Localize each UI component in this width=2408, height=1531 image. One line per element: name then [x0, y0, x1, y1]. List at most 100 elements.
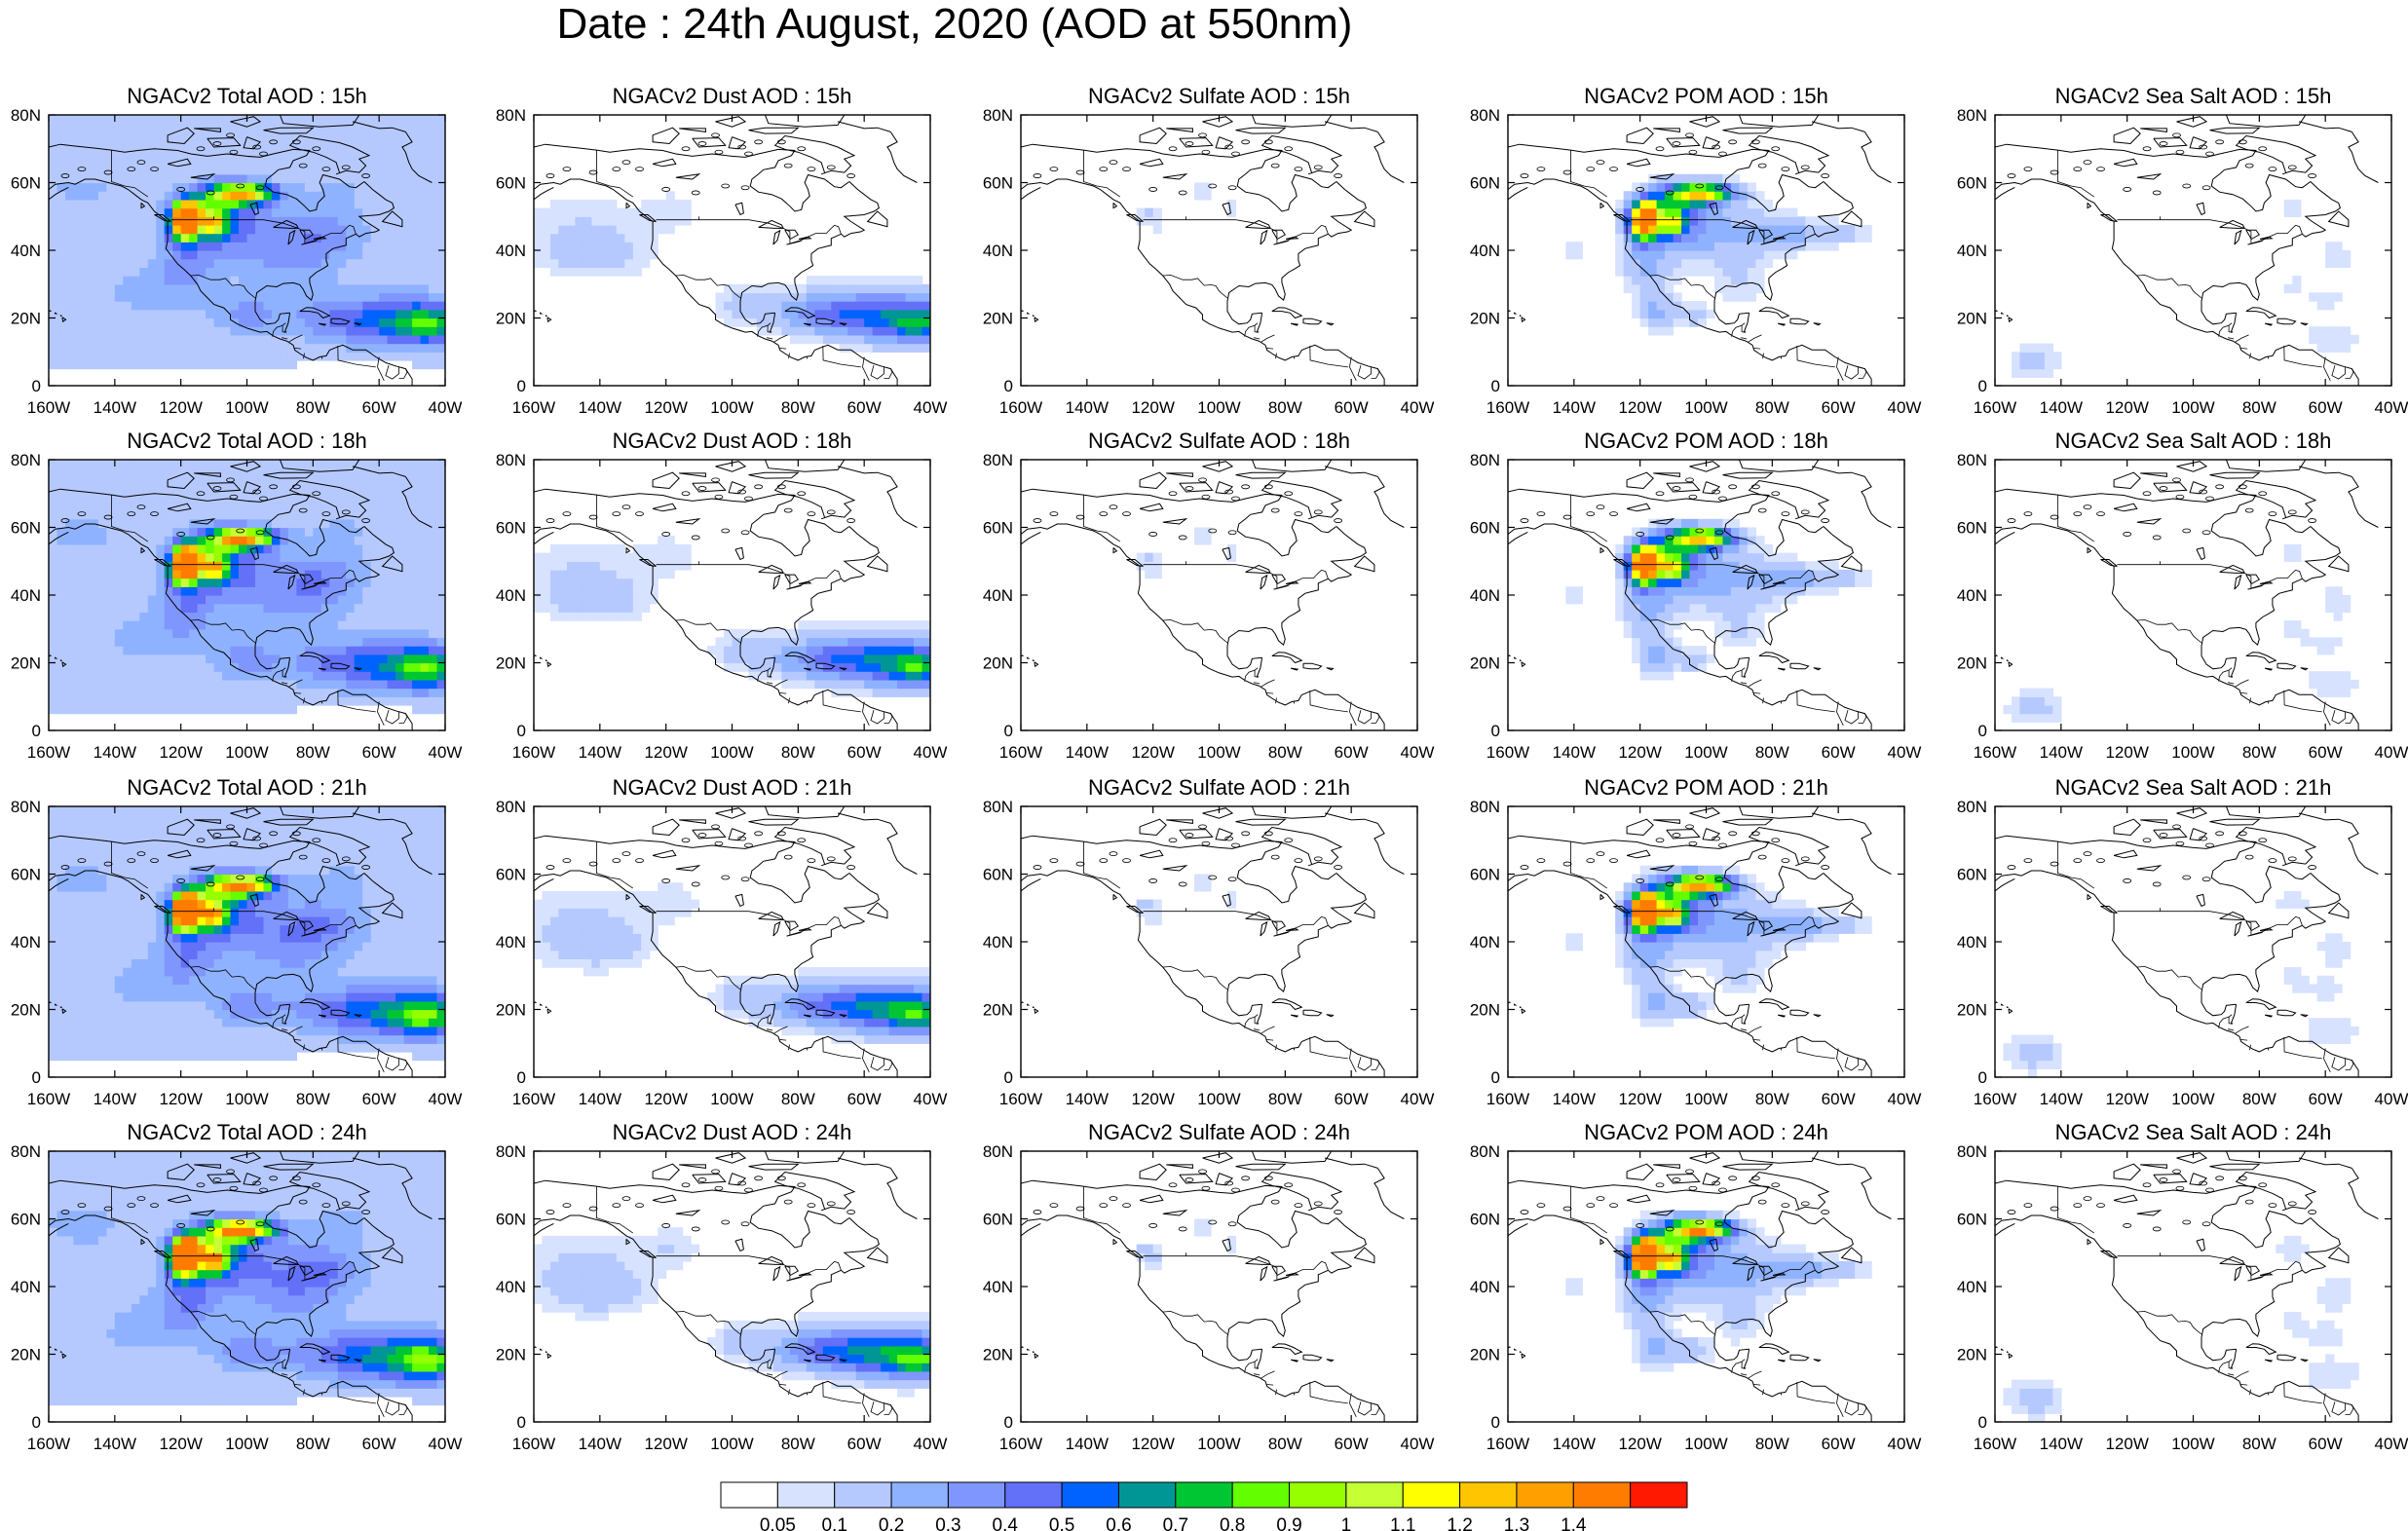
aod-shading [534, 536, 930, 697]
panel-title: NGACv2 Total AOD : 18h [127, 429, 367, 453]
x-tick-label: 120W [1618, 1435, 1661, 1453]
colorbar-label: 0.4 [993, 1515, 1019, 1531]
x-tick-label: 140W [579, 743, 621, 762]
aod-shading [1565, 1210, 1872, 1372]
x-tick-label: 60W [362, 1435, 396, 1453]
y-tick-label: 20N [496, 1001, 526, 1020]
x-tick-label: 120W [2105, 1435, 2148, 1453]
map-panel-sulfate-1: NGACv2 Sulfate AOD : 18h 160W 140W 120W 100W… [983, 429, 1435, 762]
x-tick-label: 120W [1618, 1090, 1661, 1108]
map-panel-dust-1: NGACv2 Dust AOD : 18h 160W 140W 120W 100W 80W… [496, 429, 948, 762]
panel-title: NGACv2 POM AOD : 18h [1584, 429, 1828, 453]
y-tick-label: 80N [1470, 106, 1500, 125]
x-tick-label: 140W [1553, 1090, 1596, 1108]
y-tick-label: 40N [983, 1278, 1013, 1296]
x-tick-label: 100W [1684, 743, 1727, 762]
y-tick-label: 0 [1978, 722, 1987, 740]
panel-title: NGACv2 Sea Salt AOD : 15h [2055, 84, 2332, 108]
x-tick-label: 160W [512, 1090, 555, 1108]
x-tick-label: 40W [1888, 1435, 1922, 1453]
x-tick-label: 100W [1197, 398, 1240, 417]
colorbar-swatch [1117, 1481, 1177, 1509]
x-tick-label: 80W [2242, 398, 2276, 417]
colorbar-swatch [1572, 1481, 1632, 1509]
colorbar-label: 1.2 [1447, 1515, 1472, 1531]
colorbar-swatch [834, 1481, 892, 1509]
aod-shading [1136, 527, 1237, 579]
x-tick-label: 120W [2105, 398, 2148, 417]
x-tick-label: 140W [94, 1090, 136, 1108]
coastlines [1021, 115, 1417, 386]
x-tick-label: 160W [1974, 398, 2016, 417]
coastlines [1995, 460, 2391, 730]
colorbar-label: 0.6 [1106, 1515, 1131, 1531]
y-tick-label: 40N [496, 933, 526, 952]
y-tick-label: 80N [1957, 106, 1987, 125]
panel-title: NGACv2 Sulfate AOD : 18h [1088, 429, 1350, 453]
x-tick-label: 100W [710, 743, 753, 762]
y-tick-label: 60N [1957, 866, 1987, 884]
panel-title: NGACv2 Sea Salt AOD : 18h [2055, 429, 2332, 453]
map-frame [1020, 1150, 1418, 1423]
y-tick-label: 60N [1957, 519, 1987, 538]
x-tick-label: 100W [2171, 743, 2214, 762]
x-tick-label: 120W [644, 398, 687, 417]
y-tick-label: 60N [1470, 1211, 1500, 1229]
y-tick-label: 80N [11, 1142, 41, 1161]
x-tick-label: 100W [1197, 1435, 1240, 1453]
x-tick-label: 140W [1066, 1435, 1109, 1453]
y-tick-label: 40N [1957, 933, 1987, 952]
colorbar-label: 1.1 [1390, 1515, 1415, 1531]
x-tick-label: 100W [225, 743, 268, 762]
x-tick-label: 60W [1822, 1435, 1856, 1453]
y-tick-label: 80N [983, 106, 1013, 125]
x-tick-label: 80W [781, 743, 815, 762]
y-tick-label: 0 [1491, 722, 1500, 740]
y-tick-label: 0 [1978, 1068, 1987, 1087]
x-tick-label: 100W [1684, 1435, 1727, 1453]
y-tick-label: 60N [11, 519, 41, 538]
colorbar-label: 0.8 [1220, 1515, 1245, 1531]
y-tick-label: 20N [983, 654, 1013, 673]
map-panel-seasalt-0: NGACv2 Sea Salt AOD : 15h 160W 140W 120W 100… [1957, 84, 2408, 417]
x-tick-label: 140W [1066, 398, 1109, 417]
y-tick-label: 0 [517, 377, 526, 395]
x-tick-label: 100W [225, 1090, 268, 1108]
x-tick-label: 100W [1197, 1090, 1240, 1108]
colorbar-swatch [947, 1481, 1006, 1509]
x-tick-label: 100W [710, 1090, 753, 1108]
map-panel-pom-1: NGACv2 POM AOD : 18h 160W 140W 120W 100W 80W 6… [1470, 429, 1922, 762]
x-tick-label: 40W [2375, 1090, 2408, 1108]
x-tick-label: 60W [1822, 1090, 1856, 1108]
y-tick-label: 80N [983, 798, 1013, 816]
coastlines [1508, 806, 1904, 1077]
map-panel-sulfate-0: NGACv2 Sulfate AOD : 15h 160W 140W 120W 100W… [983, 84, 1435, 417]
x-tick-label: 160W [27, 1435, 70, 1453]
map-frame [1020, 805, 1418, 1078]
y-tick-label: 40N [983, 242, 1013, 260]
x-tick-label: 60W [2309, 1090, 2343, 1108]
x-tick-label: 80W [2242, 1435, 2276, 1453]
y-tick-label: 0 [1004, 1068, 1013, 1087]
y-tick-label: 40N [496, 1278, 526, 1296]
panel-title: NGACv2 Dust AOD : 24h [613, 1120, 852, 1144]
panel-title: NGACv2 POM AOD : 24h [1584, 1120, 1828, 1144]
y-tick-label: 0 [32, 377, 41, 395]
colorbar-swatch [1402, 1481, 1461, 1509]
map-panel-total-2: NGACv2 Total AOD : 21h 160W 140W 120W 100W 80… [11, 775, 463, 1108]
x-tick-label: 160W [999, 743, 1042, 762]
x-tick-label: 120W [2105, 1090, 2148, 1108]
y-tick-label: 40N [496, 586, 526, 605]
x-tick-label: 140W [2040, 743, 2083, 762]
coastlines [1508, 460, 1904, 730]
y-tick-label: 40N [1957, 1278, 1987, 1296]
colorbar-swatch [1175, 1481, 1233, 1509]
aod-shading [1136, 182, 1237, 235]
y-tick-label: 60N [1470, 866, 1500, 884]
aod-shading [49, 806, 445, 1062]
y-tick-label: 40N [1957, 242, 1987, 260]
aod-shading [2012, 199, 2359, 378]
y-tick-label: 40N [11, 1278, 41, 1296]
aod-shading [534, 882, 930, 1044]
x-tick-label: 80W [2242, 1090, 2276, 1108]
